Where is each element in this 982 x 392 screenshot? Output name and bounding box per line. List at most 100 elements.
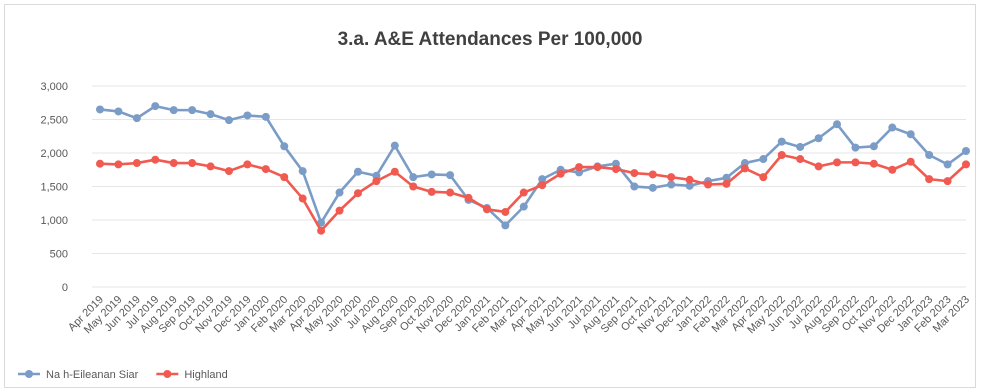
data-point bbox=[132, 159, 141, 168]
data-point bbox=[261, 165, 270, 174]
data-point bbox=[667, 173, 676, 182]
data-point bbox=[132, 114, 141, 123]
data-point bbox=[630, 182, 639, 191]
data-point bbox=[446, 188, 455, 197]
data-point bbox=[114, 107, 123, 116]
data-point bbox=[888, 165, 897, 174]
data-point bbox=[501, 221, 510, 230]
data-point bbox=[630, 169, 639, 178]
data-point bbox=[759, 155, 768, 164]
data-point bbox=[538, 181, 547, 190]
data-point bbox=[796, 155, 805, 164]
data-point bbox=[353, 167, 362, 176]
data-point bbox=[188, 159, 197, 168]
data-point bbox=[869, 159, 878, 168]
data-point bbox=[925, 151, 934, 160]
y-tick-label: 0 bbox=[62, 282, 68, 294]
data-point bbox=[906, 157, 915, 166]
data-point bbox=[833, 120, 842, 129]
legend-marker bbox=[163, 370, 172, 378]
data-point bbox=[206, 162, 215, 171]
data-point bbox=[169, 159, 178, 168]
data-point bbox=[224, 116, 233, 125]
data-point bbox=[611, 165, 620, 174]
data-point bbox=[114, 160, 123, 169]
data-point bbox=[298, 167, 307, 176]
data-point bbox=[261, 112, 270, 121]
data-point bbox=[280, 142, 289, 151]
data-point bbox=[446, 171, 455, 180]
chart-frame bbox=[4, 4, 976, 388]
data-point bbox=[925, 175, 934, 184]
data-point bbox=[814, 162, 823, 171]
data-point bbox=[962, 160, 970, 169]
data-point bbox=[722, 179, 731, 188]
data-point bbox=[169, 106, 178, 115]
data-point bbox=[151, 155, 160, 164]
data-point bbox=[648, 170, 657, 179]
data-point bbox=[501, 207, 510, 216]
data-point bbox=[777, 151, 786, 160]
data-point bbox=[851, 143, 860, 152]
data-point bbox=[464, 193, 473, 202]
data-point bbox=[685, 175, 694, 184]
legend-label: Highland bbox=[184, 369, 227, 381]
data-point bbox=[151, 102, 160, 111]
data-point bbox=[409, 182, 418, 191]
data-point bbox=[833, 158, 842, 167]
data-point bbox=[390, 167, 399, 176]
y-tick-label: 1,500 bbox=[40, 182, 68, 194]
data-point bbox=[390, 141, 399, 150]
data-point bbox=[888, 123, 897, 132]
y-tick-label: 1,000 bbox=[40, 215, 68, 227]
data-point bbox=[372, 177, 381, 186]
data-point bbox=[648, 183, 657, 192]
data-point bbox=[869, 142, 878, 151]
legend-marker bbox=[25, 370, 33, 378]
data-point bbox=[796, 142, 805, 151]
data-point bbox=[851, 158, 860, 167]
data-point bbox=[353, 189, 362, 198]
data-point bbox=[538, 175, 547, 184]
y-tick-label: 2,500 bbox=[40, 115, 68, 127]
series-group bbox=[96, 102, 970, 235]
data-point bbox=[519, 202, 528, 211]
data-point bbox=[519, 188, 528, 197]
y-tick-label: 500 bbox=[50, 249, 68, 261]
data-point bbox=[777, 137, 786, 146]
data-point bbox=[298, 194, 307, 203]
y-tick-label: 3,000 bbox=[40, 81, 68, 93]
data-point bbox=[704, 180, 713, 189]
y-axis: 3,000 2,500 2,000 1,500 1,000 500 0 bbox=[40, 81, 68, 294]
data-point bbox=[427, 187, 436, 196]
data-point bbox=[943, 177, 952, 186]
data-point bbox=[556, 169, 565, 178]
data-point bbox=[206, 110, 215, 119]
data-point bbox=[593, 163, 602, 172]
data-point bbox=[224, 167, 233, 176]
data-point bbox=[814, 134, 823, 143]
data-point bbox=[685, 181, 694, 190]
data-point bbox=[188, 106, 197, 115]
legend-label: Na h-Eileanan Siar bbox=[46, 369, 139, 381]
data-point bbox=[722, 173, 731, 182]
data-point bbox=[667, 180, 676, 189]
data-point bbox=[335, 188, 344, 197]
series-2 bbox=[96, 151, 970, 235]
data-point bbox=[482, 205, 491, 214]
data-point bbox=[409, 173, 418, 182]
grid bbox=[92, 85, 966, 288]
data-point bbox=[335, 206, 344, 215]
data-point bbox=[280, 173, 289, 182]
data-point bbox=[243, 111, 252, 120]
data-point bbox=[962, 146, 970, 155]
data-point bbox=[740, 164, 749, 173]
data-point bbox=[427, 170, 436, 179]
data-point bbox=[96, 159, 104, 168]
data-point bbox=[943, 160, 952, 169]
data-point bbox=[575, 163, 584, 172]
data-point bbox=[906, 130, 915, 139]
data-point bbox=[243, 160, 252, 169]
